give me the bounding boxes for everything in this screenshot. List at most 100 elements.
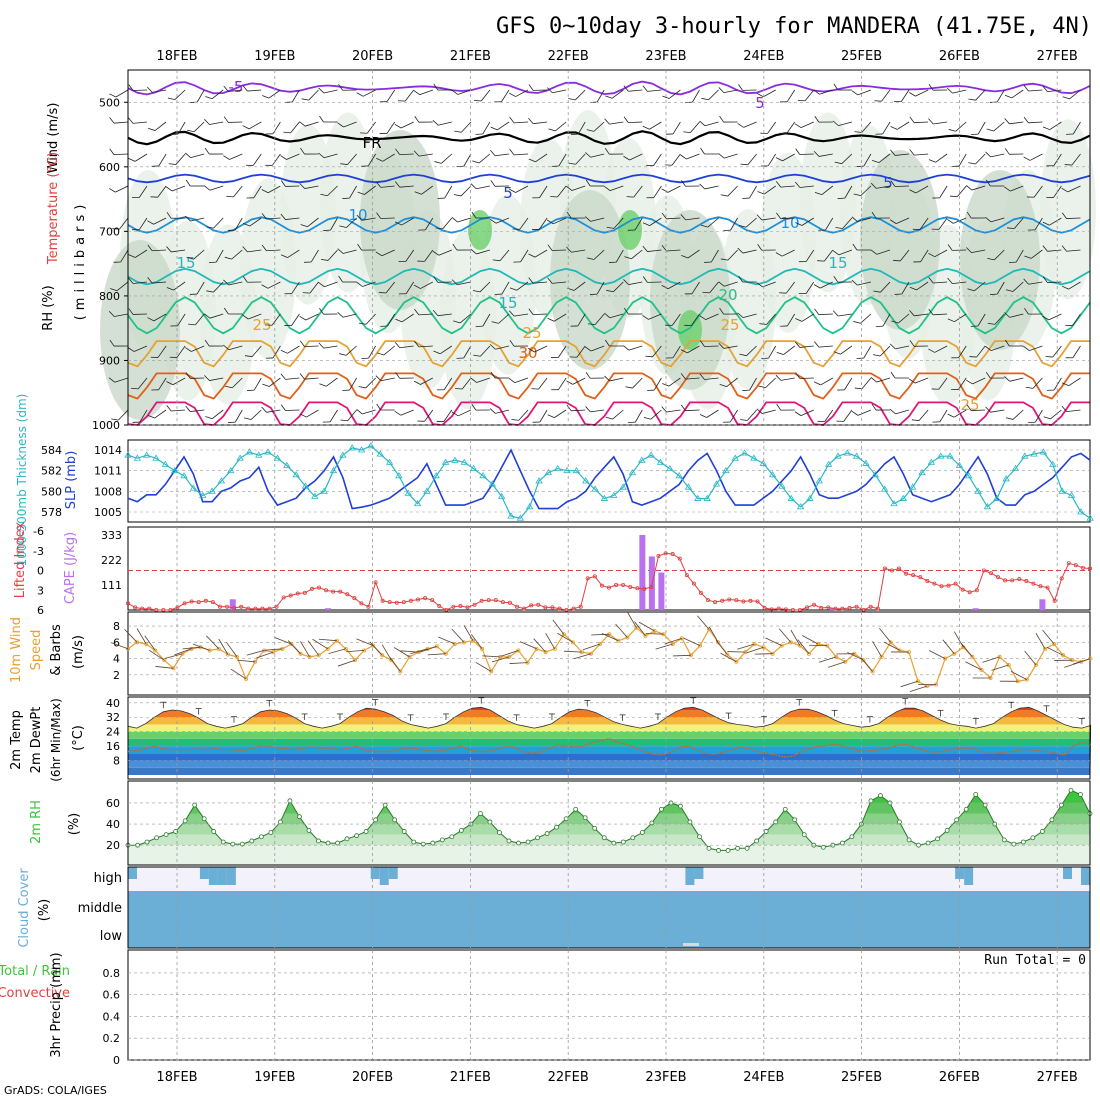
wind-barb-shaft <box>345 345 357 356</box>
wind-barb <box>319 377 338 387</box>
lifted-index-point <box>812 602 817 607</box>
wind-barb-shaft <box>838 249 853 256</box>
wind-barb <box>970 313 986 327</box>
wind-barb-flag <box>718 87 725 93</box>
wind-barb <box>912 217 929 230</box>
wind-barb-flag <box>242 314 249 320</box>
thickness-point <box>469 464 478 471</box>
wind10m-barb <box>879 628 892 643</box>
wind-barb-flag <box>985 216 992 223</box>
rh-shading <box>960 170 1040 350</box>
wind-barb-shaft <box>438 121 452 126</box>
wind-barb-shaft <box>629 153 643 161</box>
wind-barb-flag <box>684 324 692 326</box>
wind10m-barb-shaft <box>1073 658 1091 665</box>
wind-barb-shaft <box>385 281 396 294</box>
wind-barb-shaft <box>571 409 586 412</box>
wind-barb-shaft <box>876 377 891 383</box>
wind-barb <box>394 217 414 226</box>
wind-barb-flag <box>301 98 309 101</box>
wind-barb-shaft <box>267 281 281 289</box>
wind-barb-shaft <box>879 345 891 357</box>
wind10m-barb <box>393 647 410 658</box>
thickness-point <box>582 477 590 484</box>
wind-barb-shaft <box>1047 249 1062 252</box>
lifted-index-point <box>833 606 838 611</box>
wind-barb <box>452 243 471 251</box>
wind-barb-shaft <box>801 217 815 226</box>
thickness-tick-label: 582 <box>41 465 62 478</box>
thickness-point <box>712 480 721 487</box>
wind-barb <box>1042 276 1062 283</box>
wind-barb <box>893 249 910 262</box>
wind-barb-shaft <box>876 185 891 189</box>
wind-barb-shaft <box>459 313 472 324</box>
wind-barb-shaft <box>286 153 300 160</box>
wind-barb-flag <box>813 284 821 289</box>
rh2m-point <box>154 835 159 841</box>
lifted-index-point <box>599 583 604 588</box>
wind-barb-shaft <box>405 281 415 294</box>
wind10m-barb <box>475 661 492 672</box>
rh2m-point <box>1078 792 1083 797</box>
rh2m-point <box>411 839 417 845</box>
thickness-point <box>488 480 497 487</box>
wind-barb <box>835 217 853 229</box>
wind10m-barb <box>346 650 365 653</box>
wind10m-barb <box>645 633 664 635</box>
wind-barb <box>909 310 929 317</box>
temp-tick-label: 8 <box>113 755 120 768</box>
wind-barb-shaft <box>1066 217 1081 219</box>
rh2m-point <box>954 817 960 823</box>
axis-thickness-label: 1000-500mb Thickness (dm) <box>15 394 29 567</box>
wind-barb <box>243 409 262 420</box>
wind-barb-flag <box>965 185 973 191</box>
wind-barb-flag <box>436 389 445 391</box>
wind-barb-shaft <box>805 281 815 294</box>
wind-barb <box>128 277 148 284</box>
wind-barb-flag <box>548 128 556 132</box>
wind-barb-shaft <box>362 409 376 415</box>
thickness-point <box>404 489 412 496</box>
wind-barb-flag <box>356 92 364 97</box>
day-label-top: 20FEB <box>352 49 393 64</box>
wind-barb-shaft <box>613 281 624 293</box>
wind-barb <box>456 153 472 167</box>
wind-barb-flag <box>680 214 686 221</box>
wind10m-barb-shaft <box>942 639 955 654</box>
wind-barb-flag <box>742 389 750 391</box>
wind-barb-shaft <box>711 249 719 263</box>
axis-cape-label: CAPE (J/kg) <box>63 532 78 604</box>
wind-barb-shaft <box>154 409 167 419</box>
wind-barb-shaft <box>895 409 910 415</box>
wind-speed-point <box>1052 641 1057 646</box>
wind-barb-shaft <box>501 89 510 102</box>
wind-barb <box>204 147 224 155</box>
contour-label: 5 <box>503 184 513 202</box>
wind-barb <box>1046 377 1062 391</box>
rh2m-point <box>392 817 398 823</box>
wind-barb-shaft <box>957 377 967 390</box>
wind-barb-flag <box>1061 405 1067 412</box>
wind-barb <box>242 121 262 130</box>
wind-barb <box>168 153 186 165</box>
thickness-point <box>824 460 833 467</box>
wind-barb-shaft <box>248 313 262 320</box>
axis-wind-label: Wind (m/s) <box>46 103 61 174</box>
wind-barb-shaft <box>767 121 777 134</box>
wind-barb <box>873 345 891 357</box>
wind-barb <box>570 121 586 135</box>
wind-barb <box>911 409 929 422</box>
wind-barb <box>376 212 395 219</box>
wind-barb-shaft <box>438 249 452 256</box>
wind-barb-flag <box>226 195 234 198</box>
panel-frame <box>127 780 1091 866</box>
wind-barb-shaft <box>882 121 891 135</box>
wind-barb-flag <box>550 196 558 198</box>
rh2m-point <box>611 840 617 846</box>
wind-barb-shaft <box>1028 89 1043 92</box>
lifted-index-point <box>1031 581 1036 586</box>
wind-barb-shaft <box>495 153 510 157</box>
wind-barb <box>299 409 319 418</box>
wind-barb <box>566 404 586 412</box>
